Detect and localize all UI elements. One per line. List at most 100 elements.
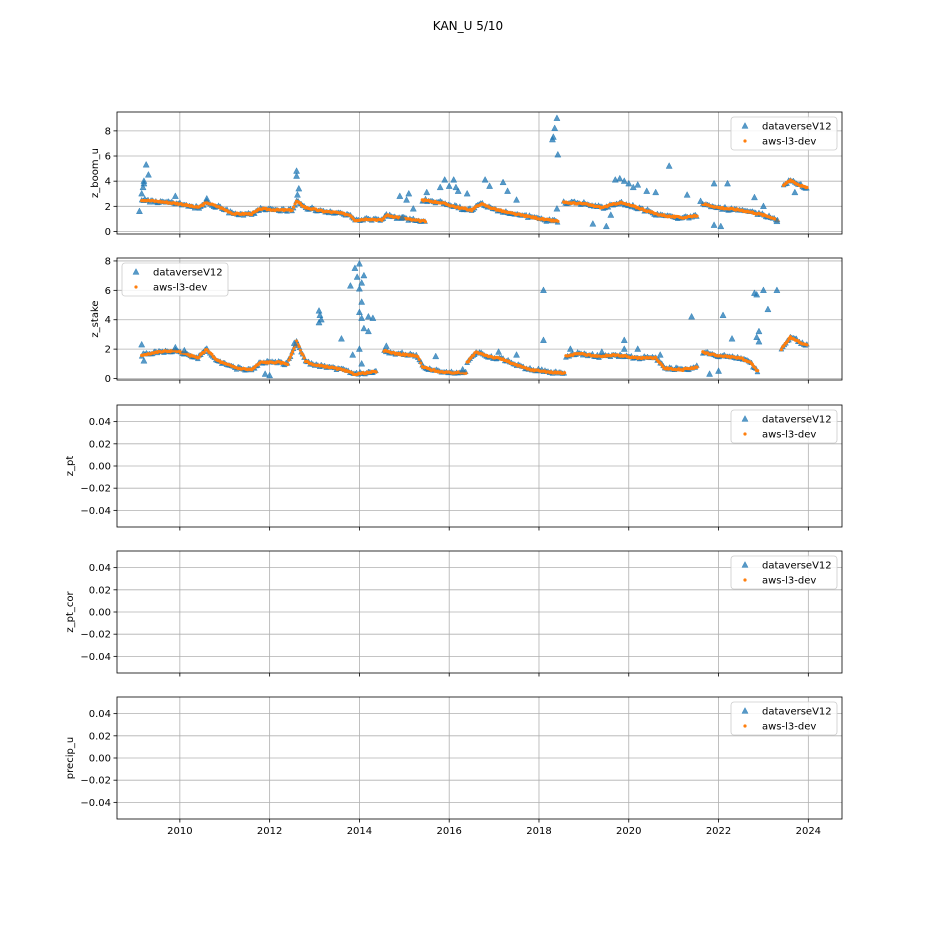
y-tick-label: −0.02 — [80, 630, 111, 641]
marker-aws-l3-dev — [290, 208, 294, 213]
legend-marker-aws-l3-dev — [134, 285, 138, 289]
legend: dataverseV12 aws-l3-dev — [730, 555, 838, 590]
marker-dataversev12 — [454, 187, 462, 194]
marker-aws-l3-dev — [466, 359, 471, 364]
marker-dataversev12 — [719, 311, 727, 318]
marker-dataversev12 — [203, 194, 211, 202]
marker-dataversev12 — [620, 177, 628, 184]
y-axis-label: z_pt_cor — [65, 590, 76, 632]
marker-dataversev12 — [753, 290, 761, 298]
marker-dataversev12 — [423, 188, 431, 196]
panel-precip-u: 0.04 0.02 0.00 −0.02 −0.04 2010 2012 2014 2016 20… — [65, 696, 843, 837]
marker-dataversev12 — [665, 162, 673, 169]
marker-dataversev12 — [261, 370, 269, 377]
y-tick-label: 0.04 — [89, 709, 111, 720]
marker-dataversev12 — [338, 335, 345, 342]
marker-dataversev12 — [728, 335, 736, 342]
marker-dataversev12 — [180, 346, 188, 354]
legend-marker-dataversev12 — [741, 707, 749, 714]
marker-aws-l3-dev — [291, 205, 296, 209]
marker-dataversev12 — [409, 205, 417, 212]
y-tick-label: −0.04 — [80, 652, 111, 663]
marker-dataversev12 — [791, 188, 799, 196]
marker-dataversev12 — [486, 182, 493, 189]
y-axis-label: z_boom_u — [90, 148, 101, 198]
y-tick-label: −0.04 — [80, 798, 111, 809]
marker-dataversev12 — [405, 189, 413, 197]
marker-aws-l3-dev — [298, 348, 303, 352]
marker-aws-l3-dev — [562, 371, 567, 375]
marker-aws-l3-dev — [695, 365, 699, 369]
marker-dataversev12 — [398, 213, 406, 221]
marker-dataversev12 — [293, 172, 300, 179]
marker-dataversev12 — [290, 339, 298, 346]
marker-dataversev12 — [554, 150, 562, 158]
marker-dataversev12 — [140, 179, 148, 187]
plot-frame — [116, 257, 843, 381]
marker-dataversev12 — [353, 273, 361, 280]
marker-dataversev12 — [450, 176, 458, 183]
legend-marker-aws-l3-dev — [743, 724, 747, 728]
marker-dataversev12 — [145, 171, 152, 178]
marker-dataversev12 — [773, 217, 781, 225]
marker-dataversev12 — [294, 191, 301, 198]
marker-dataversev12 — [403, 196, 410, 203]
marker-aws-l3-dev — [292, 346, 296, 351]
y-tick-label: 0 — [105, 227, 111, 238]
y-tick-label: −0.02 — [80, 484, 111, 495]
marker-dataversev12 — [171, 343, 179, 351]
marker-dataversev12 — [459, 365, 467, 373]
marker-dataversev12 — [499, 178, 507, 186]
marker-dataversev12 — [551, 124, 559, 131]
marker-aws-l3-dev — [374, 370, 378, 374]
x-tick-label: 2022 — [706, 826, 731, 837]
y-tick-label: −0.02 — [80, 776, 111, 787]
marker-aws-l3-dev — [202, 350, 206, 354]
data-layer — [136, 114, 810, 230]
marker-dataversev12 — [171, 192, 179, 199]
legend: dataverseV12 aws-l3-dev — [730, 701, 838, 736]
marker-dataversev12 — [760, 286, 767, 293]
marker-dataversev12 — [360, 324, 368, 332]
panel-z-pt-cor: 0.04 0.02 0.00 −0.02 −0.04 z_pt_cor dataverseV… — [65, 550, 843, 677]
marker-dataversev12 — [452, 183, 460, 191]
y-tick-label: 0.02 — [89, 585, 111, 596]
y-tick-label: 0.04 — [89, 417, 111, 428]
legend-label-aws-l3-dev: aws-l3-dev — [762, 722, 816, 733]
panel-z-stake: 0 2 4 6 8 z_stake dataverseV12 aws-l3-dev — [90, 256, 843, 385]
y-axis-label: z_pt — [65, 456, 76, 477]
marker-dataversev12 — [706, 370, 713, 377]
marker-dataversev12 — [396, 192, 404, 199]
marker-dataversev12 — [295, 184, 303, 192]
legend-label-aws-l3-dev: aws-l3-dev — [762, 430, 816, 441]
y-tick-label: 8 — [105, 256, 111, 267]
marker-dataversev12 — [755, 327, 763, 335]
marker-dataversev12 — [634, 345, 642, 352]
legend-marker-dataversev12 — [132, 268, 140, 275]
marker-dataversev12 — [549, 133, 557, 140]
legend-frame — [121, 262, 229, 297]
marker-aws-l3-dev — [805, 185, 809, 190]
marker-dataversev12 — [724, 179, 731, 187]
legend-label-dataversev12: dataverseV12 — [153, 268, 223, 279]
marker-dataversev12 — [138, 189, 146, 197]
marker-dataversev12 — [764, 305, 772, 313]
legend-label-dataversev12: dataverseV12 — [762, 561, 832, 572]
legend-marker-dataversev12 — [741, 122, 749, 129]
marker-dataversev12 — [697, 197, 704, 204]
x-tick-label: 2020 — [616, 826, 641, 837]
legend-label-aws-l3-dev: aws-l3-dev — [153, 283, 207, 294]
marker-dataversev12 — [643, 187, 651, 194]
marker-dataversev12 — [369, 314, 377, 321]
y-tick-label: 0.00 — [89, 462, 111, 473]
chart-title: KAN_U 5/10 — [433, 19, 503, 33]
marker-aws-l3-dev — [210, 352, 214, 356]
marker-dataversev12 — [139, 183, 147, 191]
marker-dataversev12 — [382, 342, 390, 349]
legend-marker-aws-l3-dev — [743, 578, 747, 582]
legend-marker-dataversev12 — [741, 415, 749, 422]
marker-aws-l3-dev — [416, 355, 420, 359]
marker-aws-l3-dev — [753, 366, 757, 370]
marker-aws-l3-dev — [294, 339, 299, 343]
legend-label-dataversev12: dataverseV12 — [762, 707, 832, 718]
